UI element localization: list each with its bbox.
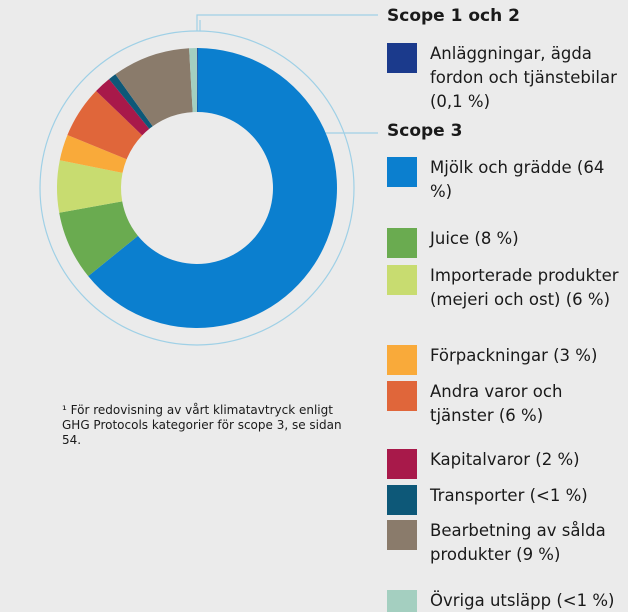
- legend-swatch: [387, 228, 417, 258]
- legend-swatch: [387, 157, 417, 187]
- legend-label: Transporter (<1 %): [430, 486, 588, 505]
- donut-slice: [115, 48, 193, 127]
- connector: [196, 14, 378, 31]
- legend-label: Mjölk och grädde (64 %): [430, 158, 605, 201]
- legend-label: Andra varor och tjänster (6 %): [430, 382, 563, 425]
- legend-group-title: Scope 1 och 2: [387, 6, 520, 26]
- legend-swatch: [387, 520, 417, 550]
- legend-swatch: [387, 43, 417, 73]
- legend-label: Övriga utsläpp (<1 %): [430, 591, 615, 610]
- legend-group-title: Scope 3: [387, 121, 463, 141]
- donut-slice: [67, 90, 143, 160]
- donut-slice: [88, 48, 338, 328]
- legend-swatch: [387, 449, 417, 479]
- donut-slice: [189, 48, 197, 113]
- donut-slice: [197, 48, 198, 113]
- donut-slice: [109, 74, 153, 129]
- donut-slice: [59, 134, 127, 173]
- legend-swatch: [387, 485, 417, 515]
- legend-swatch: [387, 590, 417, 612]
- legend-label: Juice (8 %): [430, 229, 519, 248]
- donut-slice: [96, 79, 150, 136]
- legend-swatch: [387, 265, 417, 295]
- legend-swatch: [387, 381, 417, 411]
- legend-label: Bearbetning av sålda produkter (9 %): [430, 521, 606, 564]
- legend-label: Anläggningar, ägda fordon och tjänste­bi…: [430, 44, 617, 111]
- donut-slice: [59, 201, 138, 277]
- legend-label: Kapitalvaror (2 %): [430, 450, 580, 469]
- donut-slice: [57, 160, 123, 213]
- legend-swatch: [387, 345, 417, 375]
- footnote: ¹ För redovisning av vårt klimatavtryck …: [62, 403, 342, 447]
- legend-label: Förpackningar (3 %): [430, 346, 598, 365]
- legend-label: Importerade produkter (mejeri och ost) (…: [430, 266, 619, 309]
